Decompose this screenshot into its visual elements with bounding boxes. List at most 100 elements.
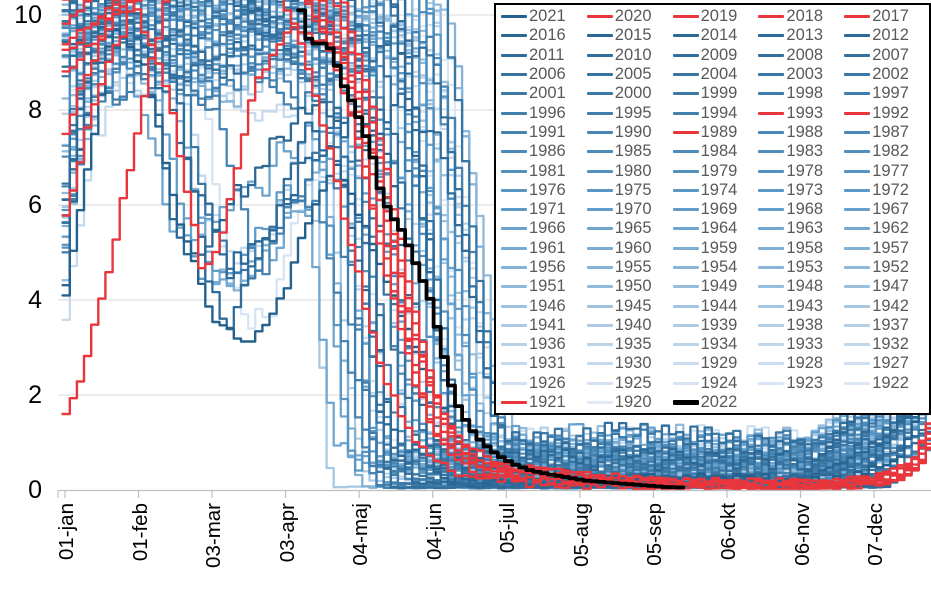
legend-swatch-1962 [844, 227, 871, 231]
legend-swatch-1981 [501, 169, 527, 173]
legend-item-1995: 1995 [586, 103, 673, 122]
legend-swatch-2013 [758, 34, 785, 38]
legend-swatch-2016 [501, 34, 527, 38]
legend-item-1992: 1992 [844, 103, 930, 122]
legend-item-1951: 1951 [501, 277, 587, 296]
y-tick-label-10: 10 [14, 1, 42, 29]
legend-item-2002: 2002 [844, 65, 930, 84]
legend-item-2008: 2008 [758, 46, 844, 65]
legend-year-label: 2022 [700, 393, 738, 412]
legend-item-1948: 1948 [758, 277, 844, 296]
legend-swatch-1990 [586, 130, 613, 134]
legend-year-label: 1994 [700, 103, 738, 122]
year-line-2022 [296, 8, 686, 490]
legend-year-label: 1984 [700, 142, 738, 161]
legend-year-label: 1980 [614, 161, 652, 180]
legend-year-label: 2012 [872, 26, 909, 45]
legend-item-1978: 1978 [758, 161, 844, 180]
legend-swatch-1942 [844, 304, 871, 308]
legend-item-2009: 2009 [672, 46, 759, 65]
legend-swatch-1985 [586, 150, 613, 154]
x-tick-label-04-jun: 04-jun [422, 503, 446, 560]
legend-swatch-1977 [844, 169, 871, 173]
legend-swatch-2007 [844, 53, 871, 57]
legend-swatch-1974 [672, 188, 699, 192]
legend-year-label: 1955 [614, 258, 652, 276]
legend-year-label: 1956 [529, 258, 566, 276]
legend-item-1946: 1946 [501, 296, 587, 315]
legend-year-label: 2003 [786, 65, 824, 84]
legend-year-label: 1991 [529, 122, 566, 141]
legend-year-label: 2014 [700, 26, 738, 45]
legend-swatch-1967 [844, 208, 871, 212]
legend-year-label: 1962 [872, 219, 909, 238]
legend-item-1954: 1954 [672, 258, 759, 277]
legend-year-label: 2017 [872, 7, 909, 26]
legend-swatch-2005 [586, 73, 613, 77]
legend-swatch-1938 [758, 323, 785, 327]
legend-year-label: 1996 [529, 103, 566, 122]
legend-year-label: 1928 [786, 354, 824, 373]
legend-item-1973: 1973 [758, 181, 844, 200]
legend-year-label: 1941 [529, 315, 566, 334]
legend-year-label: 1944 [700, 296, 738, 315]
legend-item-1972: 1972 [844, 181, 930, 200]
legend-year-label: 1990 [614, 122, 652, 141]
legend-swatch-1930 [586, 362, 613, 366]
legend-swatch-1964 [672, 227, 699, 231]
legend-swatch-1969 [672, 208, 699, 212]
legend-item-2003: 2003 [758, 65, 844, 84]
legend-swatch-2017 [844, 15, 871, 19]
legend-item-1941: 1941 [501, 316, 587, 335]
legend-swatch-1997 [844, 92, 871, 96]
legend-swatch-1972 [844, 188, 871, 192]
legend-item-2004: 2004 [672, 65, 759, 84]
legend-year-label: 1952 [872, 258, 909, 276]
legend-year-label: 1946 [529, 296, 566, 315]
legend-year-label: 2021 [529, 7, 566, 26]
legend-item-1980: 1980 [586, 161, 673, 180]
legend-swatch-2011 [501, 53, 527, 57]
legend-item-1998: 1998 [758, 84, 844, 103]
legend-year-label: 1967 [872, 200, 909, 219]
y-tick-label-6: 6 [28, 191, 42, 219]
legend-year-label: 1960 [614, 238, 652, 257]
legend-year-label: 1958 [786, 238, 824, 257]
legend-swatch-1928 [758, 362, 785, 366]
legend-item-1942: 1942 [844, 296, 930, 315]
legend-item-1938: 1938 [758, 316, 844, 335]
legend-swatch-1920 [586, 401, 613, 405]
legend-year-label: 1976 [529, 180, 566, 199]
year-line-2020 [61, 0, 931, 491]
legend-swatch-2001 [501, 92, 527, 96]
legend-item-1981: 1981 [501, 161, 587, 180]
legend-year-label: 1974 [700, 180, 738, 199]
legend-item-1932: 1932 [844, 335, 930, 354]
legend-item-1982: 1982 [844, 142, 930, 161]
legend-year-label: 1949 [700, 277, 738, 296]
legend-item-1970: 1970 [586, 200, 673, 219]
legend-item-1945: 1945 [586, 296, 673, 315]
legend-swatch-1992 [844, 111, 871, 115]
legend-year-label: 1983 [786, 142, 824, 161]
legend-swatch-1987 [844, 130, 871, 134]
legend-item-1975: 1975 [586, 181, 673, 200]
legend-year-label: 1943 [786, 296, 824, 315]
legend-year-label: 1945 [614, 296, 652, 315]
legend-item-1989: 1989 [672, 123, 759, 142]
legend-item-1991: 1991 [501, 123, 587, 142]
legend-item-2013: 2013 [758, 26, 844, 45]
legend-year-label: 1985 [614, 142, 652, 161]
legend-item-1987: 1987 [844, 123, 930, 142]
legend-year-label: 1920 [614, 393, 652, 412]
legend-swatch-2021 [501, 15, 527, 19]
legend-swatch-1939 [672, 323, 699, 327]
legend-swatch-1941 [501, 323, 527, 327]
legend-item-1959: 1959 [672, 239, 759, 258]
x-tick-label-05-sep: 05-sep [643, 503, 667, 566]
legend-swatch-1998 [758, 92, 785, 96]
legend-swatch-1943 [758, 304, 785, 308]
y-tick-label-2: 2 [28, 381, 42, 409]
